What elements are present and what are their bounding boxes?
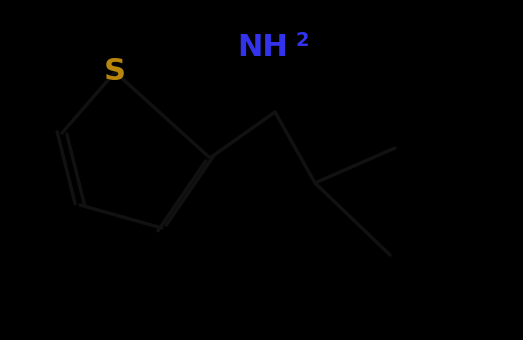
Text: S: S [104,57,126,86]
Text: NH: NH [237,34,288,63]
Text: 2: 2 [295,32,309,51]
